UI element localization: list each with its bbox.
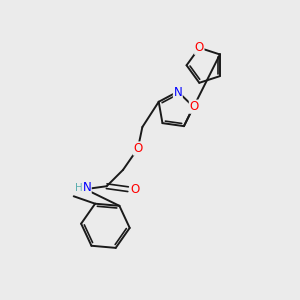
Text: O: O [133, 142, 142, 155]
Text: H: H [75, 183, 82, 193]
Text: O: O [130, 183, 139, 196]
Text: O: O [189, 100, 199, 113]
Text: N: N [82, 181, 91, 194]
Text: N: N [173, 86, 182, 99]
Text: O: O [195, 41, 204, 54]
